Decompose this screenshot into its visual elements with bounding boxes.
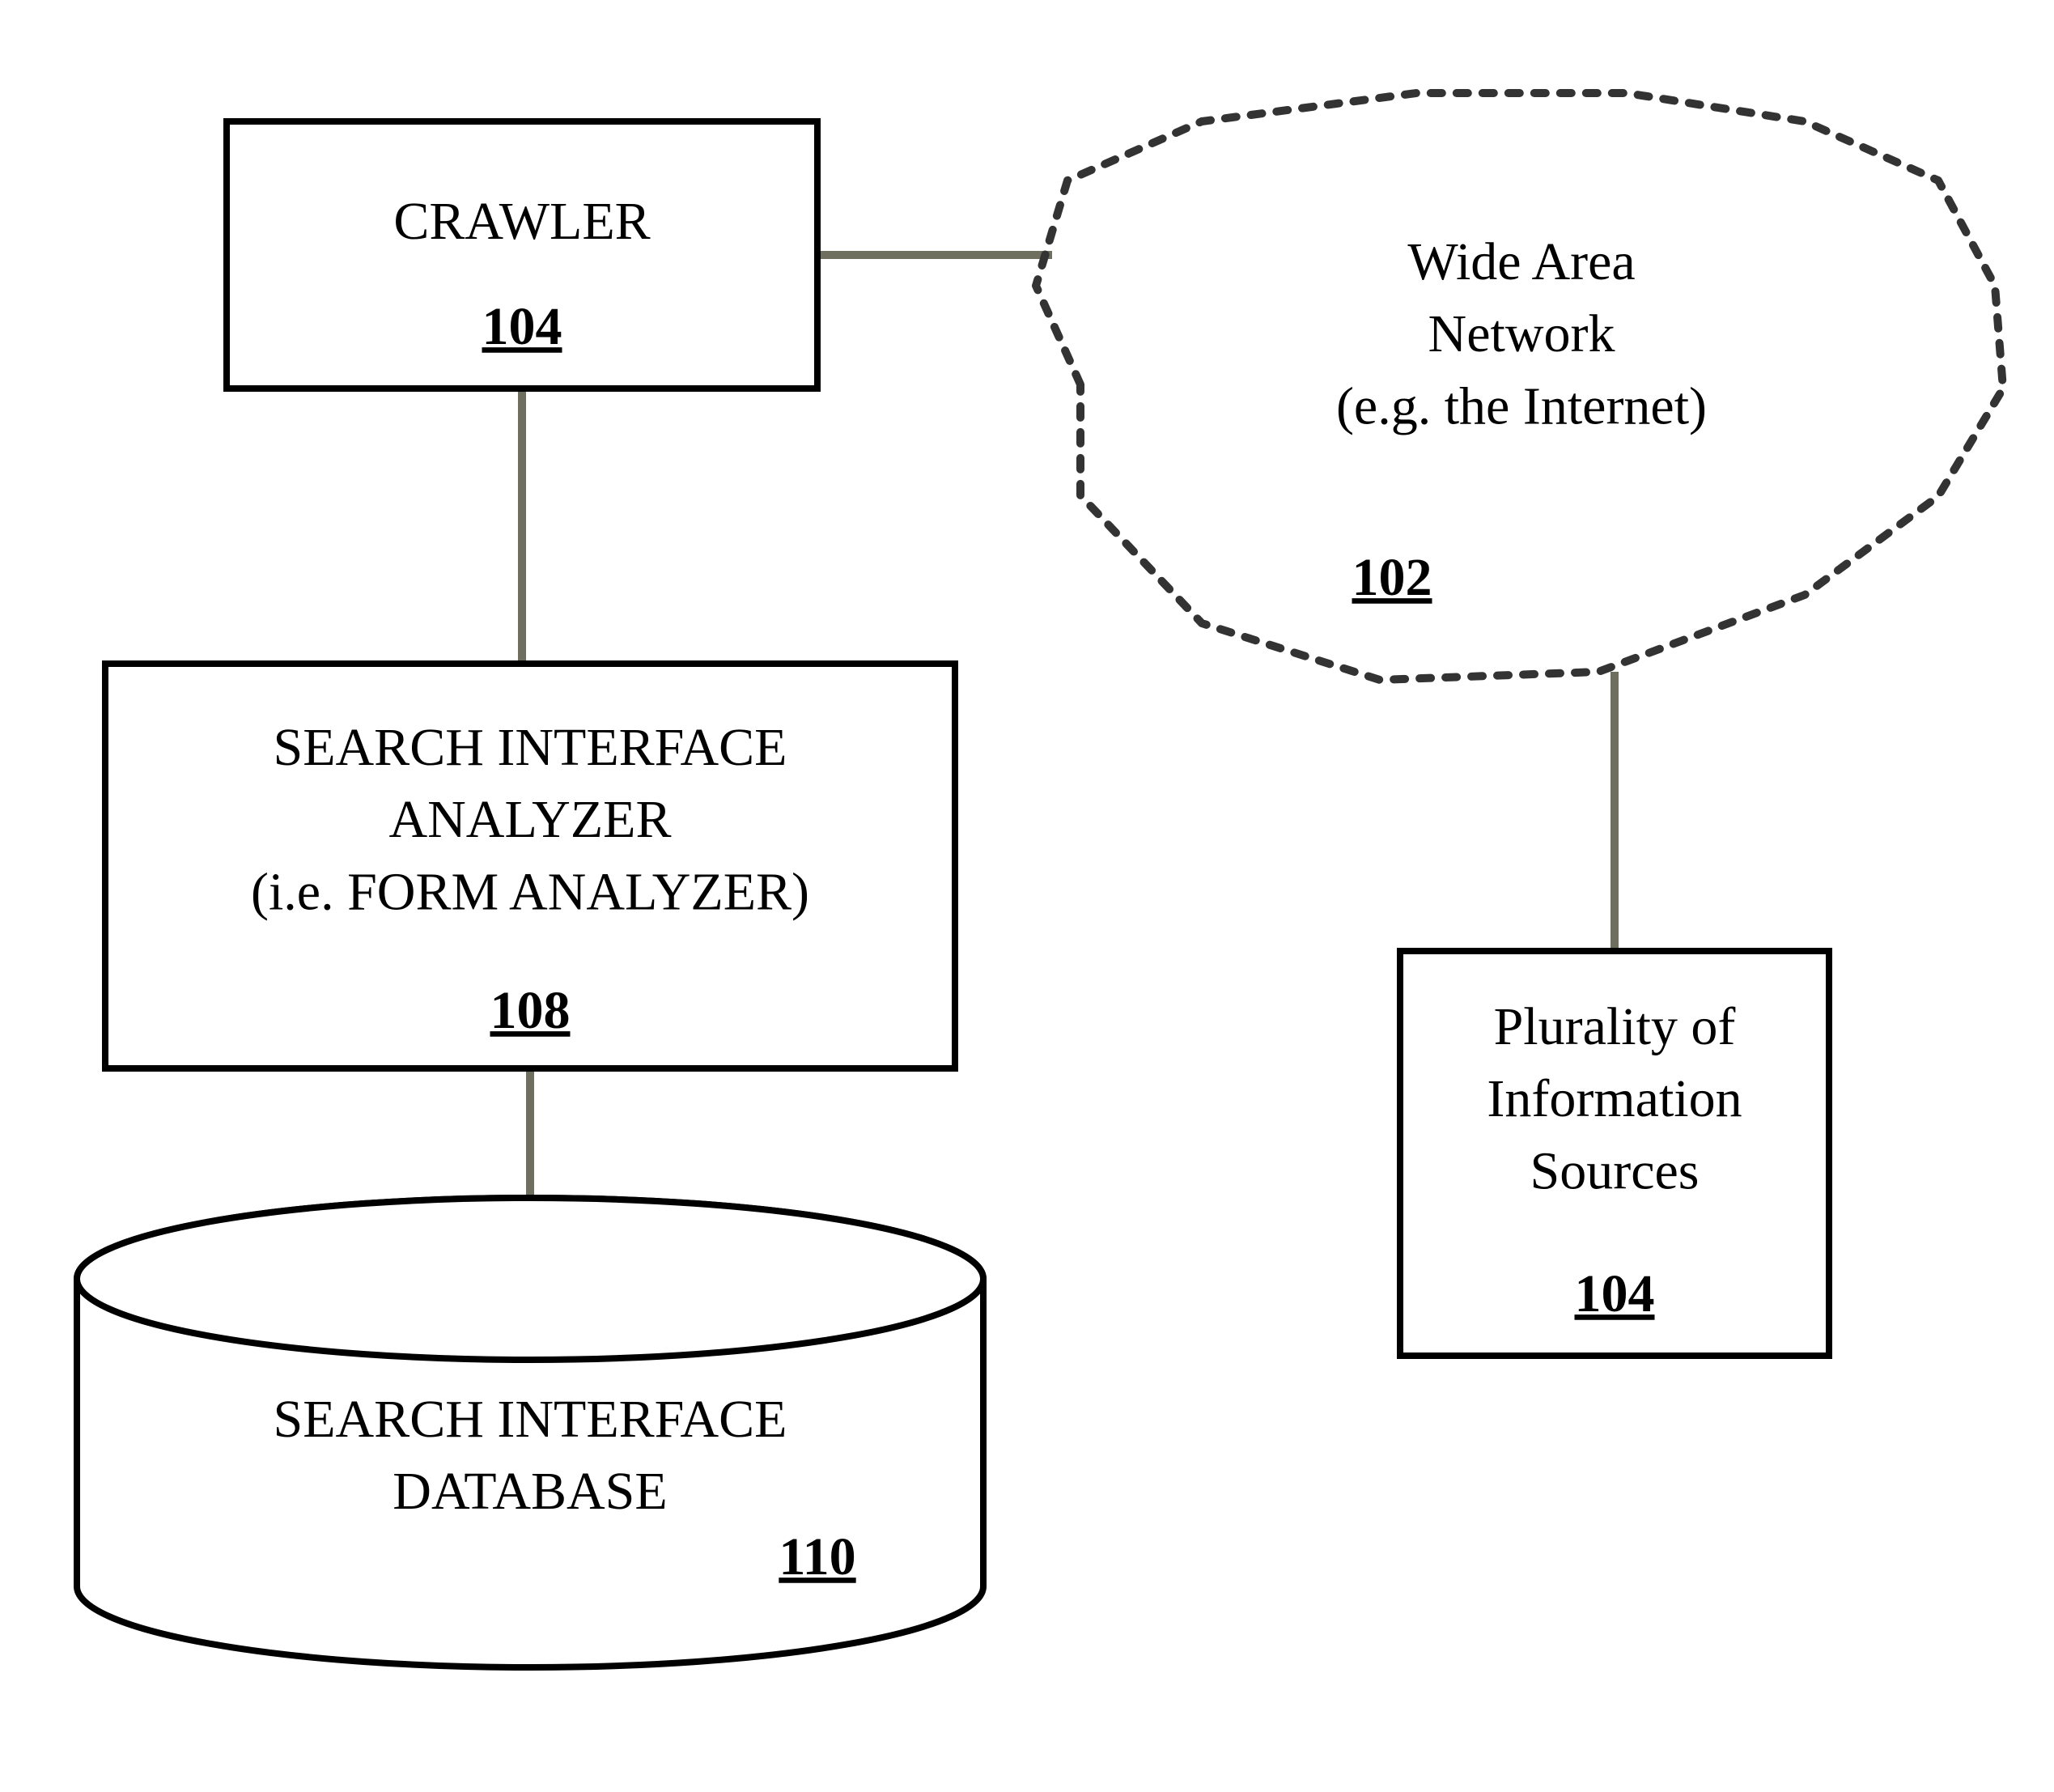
network-label-line-1: Network bbox=[1428, 304, 1615, 363]
analyzer-ref: 108 bbox=[490, 981, 571, 1040]
sources-ref: 104 bbox=[1575, 1264, 1655, 1323]
database-top-ellipse bbox=[77, 1198, 983, 1360]
database-label-line-1: DATABASE bbox=[393, 1462, 667, 1521]
sources-label-line-0: Plurality of bbox=[1494, 997, 1736, 1056]
analyzer-label-line-1: ANALYZER bbox=[388, 790, 671, 849]
network-ref: 102 bbox=[1352, 548, 1432, 607]
sources-label-line-2: Sources bbox=[1530, 1141, 1700, 1200]
sources-label-line-1: Information bbox=[1487, 1069, 1742, 1128]
network-label-line-0: Wide Area bbox=[1407, 232, 1635, 291]
network-label-line-2: (e.g. the Internet) bbox=[1336, 376, 1707, 435]
analyzer-label-line-0: SEARCH INTERFACE bbox=[274, 718, 787, 777]
database-ref: 110 bbox=[779, 1527, 855, 1586]
database-label-line-0: SEARCH INTERFACE bbox=[274, 1390, 787, 1449]
crawler-ref: 104 bbox=[482, 297, 562, 356]
crawler-label-line-0: CRAWLER bbox=[393, 192, 650, 251]
analyzer-label-line-2: (i.e. FORM ANALYZER) bbox=[251, 862, 809, 921]
